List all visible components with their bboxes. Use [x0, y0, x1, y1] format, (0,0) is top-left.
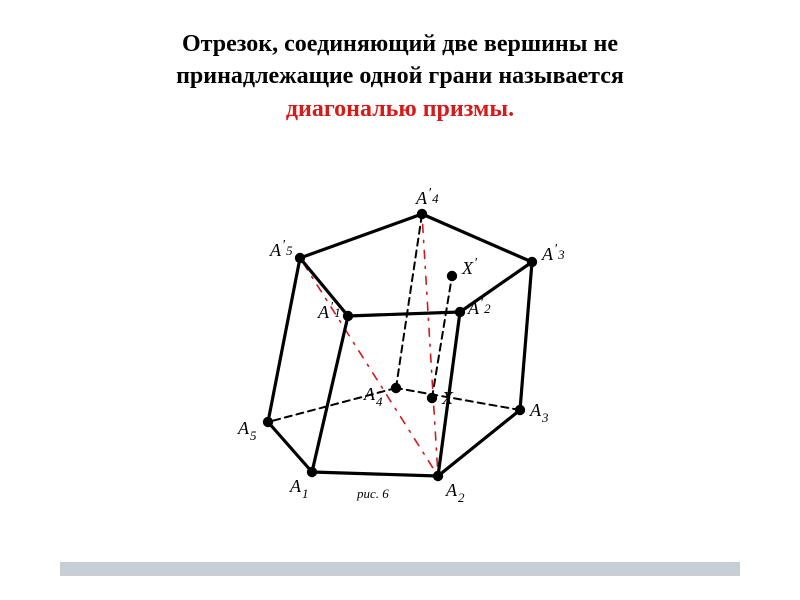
svg-text:A2: A2: [445, 480, 465, 505]
svg-text:A′5: A′5: [269, 238, 293, 260]
header-line-2: принадлежащие одной грани называется: [40, 60, 760, 92]
definition-header: Отрезок, соединяющий две вершины не прин…: [0, 0, 800, 135]
svg-text:A3: A3: [529, 400, 549, 425]
svg-text:A′4: A′4: [415, 186, 439, 208]
svg-text:X′: X′: [461, 256, 478, 278]
svg-text:A′2: A′2: [467, 296, 491, 318]
header-line-1: Отрезок, соединяющий две вершины не: [40, 28, 760, 60]
svg-text:X: X: [441, 388, 454, 408]
footer-bar: [60, 562, 740, 576]
svg-text:A5: A5: [237, 418, 257, 443]
svg-text:A1: A1: [289, 476, 309, 501]
header-line-3: диагональю призмы.: [40, 93, 760, 125]
svg-text:A′3: A′3: [541, 242, 565, 264]
prism-svg: A1A2A3A4A5A′1A′2A′3A′4A′5XX′рис. 6: [190, 160, 610, 530]
svg-text:рис. 6: рис. 6: [356, 486, 389, 501]
svg-text:A4: A4: [363, 384, 383, 409]
prism-diagram: A1A2A3A4A5A′1A′2A′3A′4A′5XX′рис. 6: [190, 160, 610, 535]
